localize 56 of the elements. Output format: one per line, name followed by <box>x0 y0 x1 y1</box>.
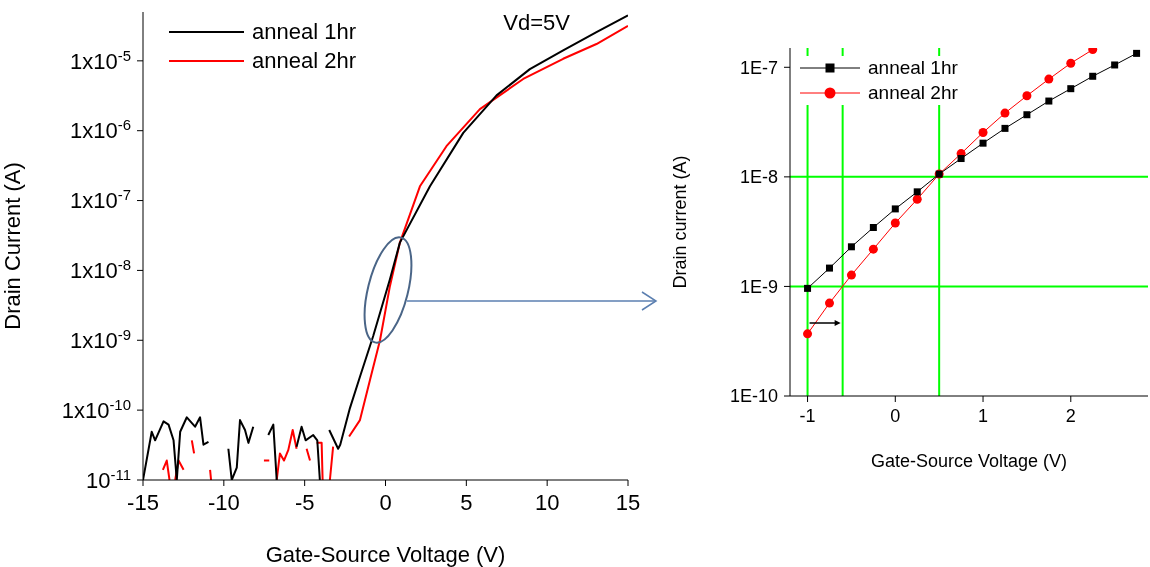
legend-label: anneal 1hr <box>252 19 356 46</box>
point <box>978 128 988 138</box>
point <box>1000 108 1010 118</box>
y-axis-title: Drain current (A) <box>670 155 691 289</box>
point <box>1067 85 1075 93</box>
x-tick-label: -5 <box>294 489 315 515</box>
legend-label: anneal 2hr <box>868 82 958 105</box>
y-tick-label: 1x10$^{-8}$ <box>69 255 131 284</box>
y-tick-label: 1x10$^{-5}$ <box>69 46 131 74</box>
y-tick-label: 1E-7 <box>739 57 778 78</box>
point <box>1133 49 1141 57</box>
point <box>1089 72 1097 80</box>
point <box>869 224 877 231</box>
point <box>1022 91 1032 101</box>
y-tick-label: 1E-10 <box>729 386 778 407</box>
legend-label: anneal 2hr <box>252 47 356 74</box>
x-tick-label: 1 <box>978 406 989 427</box>
point <box>803 329 813 339</box>
y-tick-label: 1E-8 <box>739 167 778 188</box>
point <box>804 284 812 292</box>
x-axis-title: Gate-Source Voltage (V) <box>265 542 506 567</box>
y-tick-label: 1x10$^{-9}$ <box>69 325 131 353</box>
point <box>846 270 856 280</box>
x-tick-label: 2 <box>1065 406 1076 427</box>
point <box>957 155 965 163</box>
point <box>1111 61 1119 69</box>
point <box>913 188 921 196</box>
x-tick-label: 5 <box>460 489 473 515</box>
x-axis-title: Gate-Source Voltage (V) <box>870 451 1068 471</box>
point <box>891 205 899 213</box>
point <box>1088 48 1098 55</box>
point <box>890 218 900 228</box>
point <box>1001 124 1009 132</box>
legend-label: anneal 1hr <box>868 57 958 80</box>
y-tick-label: 1x10$^{-7}$ <box>69 185 131 214</box>
y-tick-label: 1E-9 <box>739 276 778 297</box>
point <box>979 139 987 147</box>
x-tick-label: 15 <box>615 489 641 515</box>
point <box>825 264 833 272</box>
point <box>868 244 878 254</box>
x-tick-label: 0 <box>379 489 392 515</box>
point <box>1066 58 1076 68</box>
point <box>1045 97 1053 105</box>
point <box>824 298 834 308</box>
x-tick-label: 0 <box>890 406 901 427</box>
y-tick-label: 1x10$^{-6}$ <box>69 115 131 144</box>
point <box>1023 111 1031 119</box>
point <box>912 194 922 204</box>
y-tick-label: 1x10$^{-10}$ <box>61 395 131 423</box>
x-tick-label: -10 <box>207 489 240 515</box>
annotation: Vd=5V <box>503 10 570 36</box>
x-tick-label: -1 <box>799 406 816 427</box>
point <box>1044 74 1054 84</box>
x-tick-label: 10 <box>534 489 560 515</box>
y-axis-title: Drain Current (A) <box>0 162 25 330</box>
point <box>847 243 855 251</box>
